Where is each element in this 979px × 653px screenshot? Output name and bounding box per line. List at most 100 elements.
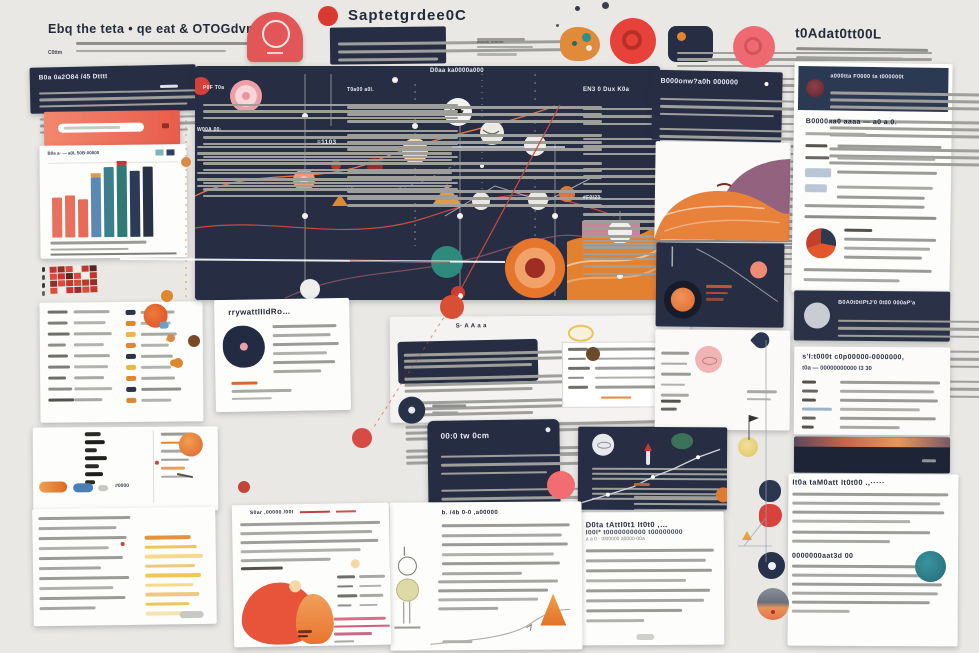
yellow-dot-icon [165,336,171,342]
pixel-grid-icon [49,265,98,294]
sketch-antenna [403,546,405,556]
rocket-body [646,448,651,465]
divider [152,430,155,503]
triangle-node-small [332,194,348,206]
blue-pill-label [804,184,827,193]
card-lens [655,242,785,328]
quote-board-title: S· A A a a [455,323,487,330]
list-chips [125,309,137,403]
spec-keys [801,380,832,435]
card-sticker-notes [654,328,791,431]
green-blob [671,433,694,450]
asterisk-dot-icon [764,81,769,87]
net-label: P0F T0a [203,85,225,91]
seal-icon [806,79,825,98]
spec-lines [839,380,941,436]
list-left-keys [47,310,75,402]
teal-circle-icon [915,551,946,582]
orange-edge-dot [715,487,728,503]
sticker-bold-lines [660,399,681,416]
balloon-pin-icon [749,328,773,352]
warning-icon [742,531,752,540]
tiny-dot-icon [602,2,609,9]
red-dot-small [238,481,250,493]
teal-fleck-icon [582,33,591,42]
orange-circle-icon [178,432,203,457]
tiny-dot-icon [575,6,580,11]
sketch-body-icon [396,578,420,602]
card-text-doc: D0ta tAttI0t1 It0t0 ,… I00I* t0000000000… [577,511,725,646]
report-row-lines [837,170,938,181]
glyph-column [84,432,107,488]
trend-caption-lines [633,482,728,511]
navy-dot-center [408,406,416,414]
doc-highlight-lines [144,535,204,621]
card-record: rrywattIIIdRo… [214,297,351,413]
navy-banner-small [329,26,594,126]
app-icon-dot [677,32,686,41]
orange-accent-bar [231,381,258,385]
footnote-lines [432,404,467,417]
gray-blob [179,610,204,619]
trend-line-chart [581,433,721,504]
dash-icon [159,84,178,89]
search-input[interactable] [57,122,145,133]
mini-doc-keys [567,347,591,396]
arch-logo-caption [267,52,283,54]
tag-pill-blue [73,483,94,493]
network-panel: P0F T0a W00A 00· T0a00 a0I. D0aa ka0000a… [195,66,838,300]
sketch-doc-lines [441,523,570,581]
list-left-column [47,310,75,409]
mountain-doc-title: S0ar ,00000 /00I [249,509,294,517]
mini-text-block: a0000 t0000t [477,30,533,56]
right-column-title: t0Adat0tt00L [794,25,882,42]
side-values [359,574,386,613]
teal-fleck-icon [572,41,577,46]
navy-note-title: B000onw?a0h 000000 [660,77,739,87]
card-glyph-notes: #0000 [32,426,219,512]
lens-curve [671,246,779,303]
net-lines [203,97,458,197]
card-bar-chart: B0a a· — a0L 50B-00000 [39,144,188,259]
net-lines [197,139,452,187]
dark-red-marks [297,630,313,639]
text-doc-title-3: a a 0 · t000000 a0000-00a [585,536,645,543]
card-trend [577,426,728,511]
sketch-leg [403,601,405,624]
app-icon [668,26,932,93]
red-blob-icon [759,504,782,527]
subtitle-lines [76,42,256,57]
report-band-title: a000tta F0000 ta t000000t [830,73,904,81]
spec-heading-1: s'I:t000t c0p00000-0000000, [802,353,905,362]
blue-pill-label [805,168,832,178]
stripe [654,205,765,220]
card-sunset-banner [793,436,951,474]
net-title: D0aa ka0000a000 [430,68,484,74]
orange-area [654,191,790,241]
card-highlight-doc [32,506,217,627]
orange-teal-blob-icon [560,27,600,61]
card-search-banner [43,110,181,146]
arch-logo [247,12,303,62]
tiny-dot-icon [556,24,559,27]
flag-ball-icon [738,437,758,457]
sketch-leg [409,601,411,624]
avatar [803,302,831,329]
net-textblock-mid: T0a00 a0I. [347,78,602,211]
card-spec-list: s'I:t000t c0p00000-0000000, t0a — 000000… [793,346,951,436]
card-navy-note: B000onw?a0h 000000 [651,69,916,208]
report-band: a000tta F0000 ta t000000t [797,65,979,168]
net-textblock-left2: W00A 00· [197,118,452,191]
navy-dot-center [768,562,776,570]
side-keys [337,575,358,613]
article-lines [792,492,954,524]
record-disc-icon [222,325,266,369]
net-textblock-left: P0F T0a [203,76,458,201]
list-right-column [125,309,137,409]
report-row-lines [836,185,933,207]
sketch-doc-title: b. /4b 0-0 ,a00000 [441,509,499,517]
area-chart [654,158,791,241]
mountain-doc-subhead-bar [240,566,283,574]
arch-logo-ring-icon [262,20,290,48]
